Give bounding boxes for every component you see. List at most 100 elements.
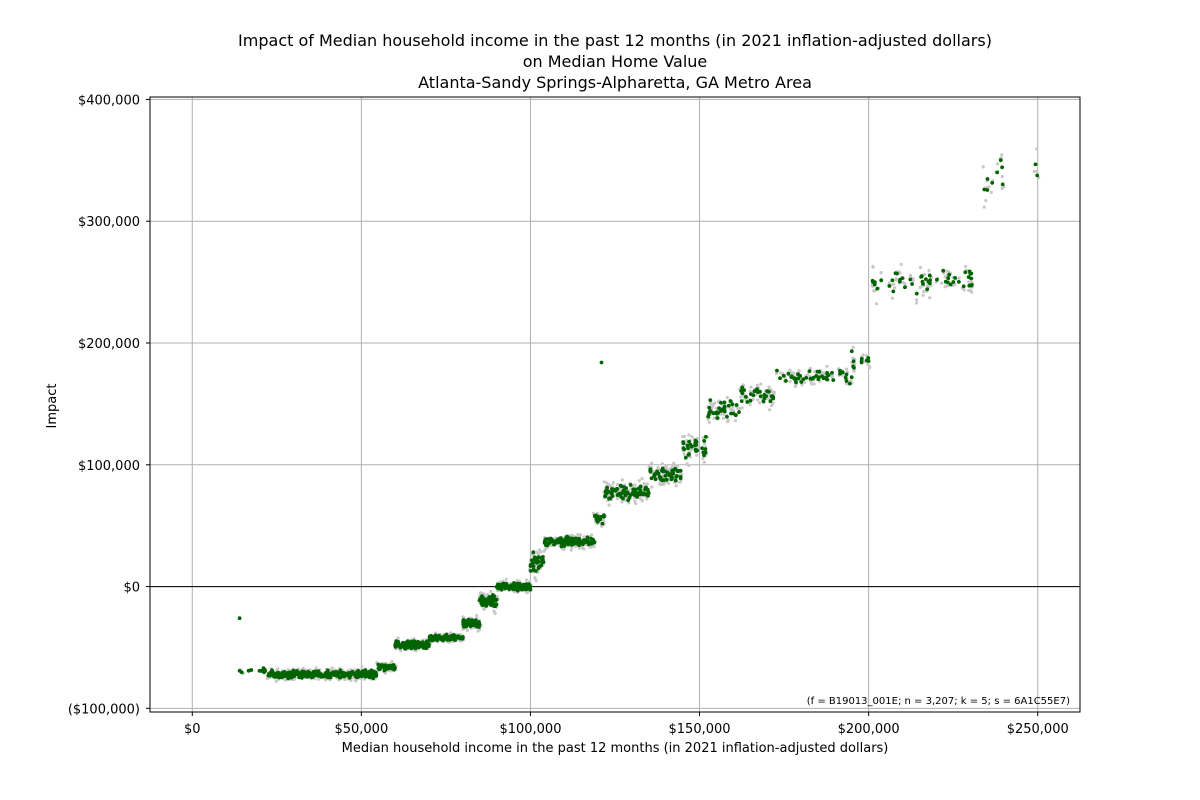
spread-point xyxy=(755,383,760,387)
spread-point xyxy=(672,461,676,465)
data-point xyxy=(726,403,731,408)
data-point xyxy=(706,414,711,419)
data-point xyxy=(623,493,628,498)
spread-point xyxy=(981,165,985,169)
data-point xyxy=(547,541,552,545)
data-point xyxy=(662,469,667,474)
spread-point xyxy=(738,407,742,411)
spread-point xyxy=(600,524,604,528)
spread-point xyxy=(964,264,968,268)
spread-point xyxy=(923,272,927,277)
data-point xyxy=(641,491,646,496)
spread-point xyxy=(615,497,619,501)
spread-point xyxy=(709,402,713,406)
data-point xyxy=(658,477,663,481)
data-point xyxy=(535,557,539,562)
data-point xyxy=(656,471,661,476)
spread-point xyxy=(582,535,586,539)
data-point xyxy=(957,280,961,284)
y-tick-label: $0 xyxy=(123,581,140,596)
data-point xyxy=(545,543,550,548)
data-point xyxy=(838,368,842,373)
spread-point xyxy=(314,666,318,670)
spread-point xyxy=(640,498,644,502)
spread-point xyxy=(589,545,593,549)
data-point xyxy=(681,446,686,450)
spread-point xyxy=(774,372,779,376)
data-point xyxy=(476,621,480,626)
data-point xyxy=(668,472,673,477)
data-point xyxy=(342,674,347,679)
spread-point xyxy=(788,368,792,372)
data-point xyxy=(864,358,869,363)
data-point xyxy=(982,187,987,192)
spread-point xyxy=(574,544,578,549)
data-point xyxy=(627,495,632,500)
data-point xyxy=(935,277,939,282)
data-point xyxy=(734,403,739,407)
data-point xyxy=(301,669,306,674)
data-point xyxy=(528,569,533,573)
spread-point xyxy=(695,453,699,457)
spread-point xyxy=(728,407,732,411)
spread-point xyxy=(982,205,986,209)
spread-point xyxy=(740,406,744,410)
y-tick-label: $200,000 xyxy=(78,337,140,352)
spread-point xyxy=(892,282,896,286)
data-point xyxy=(528,564,533,568)
data-point xyxy=(560,542,564,547)
spread-point xyxy=(504,577,508,582)
data-point xyxy=(715,411,719,416)
data-point xyxy=(359,671,364,676)
data-point xyxy=(331,672,336,677)
data-point xyxy=(893,271,898,276)
data-point xyxy=(816,377,821,382)
data-point xyxy=(653,477,658,482)
data-point xyxy=(575,541,580,546)
data-point xyxy=(610,487,614,491)
data-point xyxy=(843,375,848,380)
spread-point xyxy=(894,276,898,281)
data-point xyxy=(968,272,973,276)
data-point xyxy=(369,668,374,673)
data-point xyxy=(873,280,877,285)
data-point xyxy=(825,371,830,375)
data-point xyxy=(742,388,746,392)
y-tick-label: $300,000 xyxy=(78,215,140,230)
spread-point xyxy=(808,366,813,370)
spread-point xyxy=(943,275,947,279)
spread-point xyxy=(637,479,641,483)
spread-point xyxy=(984,199,988,203)
data-point xyxy=(830,370,834,375)
spread-point xyxy=(830,374,834,378)
data-point xyxy=(737,410,741,414)
data-point xyxy=(765,389,769,393)
data-point xyxy=(572,537,577,541)
data-point xyxy=(711,411,716,416)
data-point xyxy=(341,671,345,676)
data-point xyxy=(849,375,854,380)
data-point xyxy=(261,666,266,671)
x-axis-label: Median household income in the past 12 m… xyxy=(342,741,889,756)
spread-point xyxy=(667,481,671,485)
data-point xyxy=(722,400,727,405)
data-point xyxy=(527,585,532,589)
data-point xyxy=(567,539,572,544)
data-point xyxy=(890,278,895,283)
data-point xyxy=(367,675,371,679)
spread-point xyxy=(813,369,817,374)
data-point xyxy=(799,380,804,384)
data-point xyxy=(717,406,721,410)
data-point xyxy=(294,672,299,676)
spread-point xyxy=(660,462,665,466)
data-point xyxy=(351,672,356,676)
data-point xyxy=(681,440,686,444)
spread-point xyxy=(1000,174,1004,179)
data-point xyxy=(807,369,812,373)
data-point xyxy=(583,540,588,545)
data-point xyxy=(632,489,637,494)
spread-point xyxy=(534,579,538,583)
data-point xyxy=(702,439,707,443)
data-point xyxy=(280,671,285,675)
